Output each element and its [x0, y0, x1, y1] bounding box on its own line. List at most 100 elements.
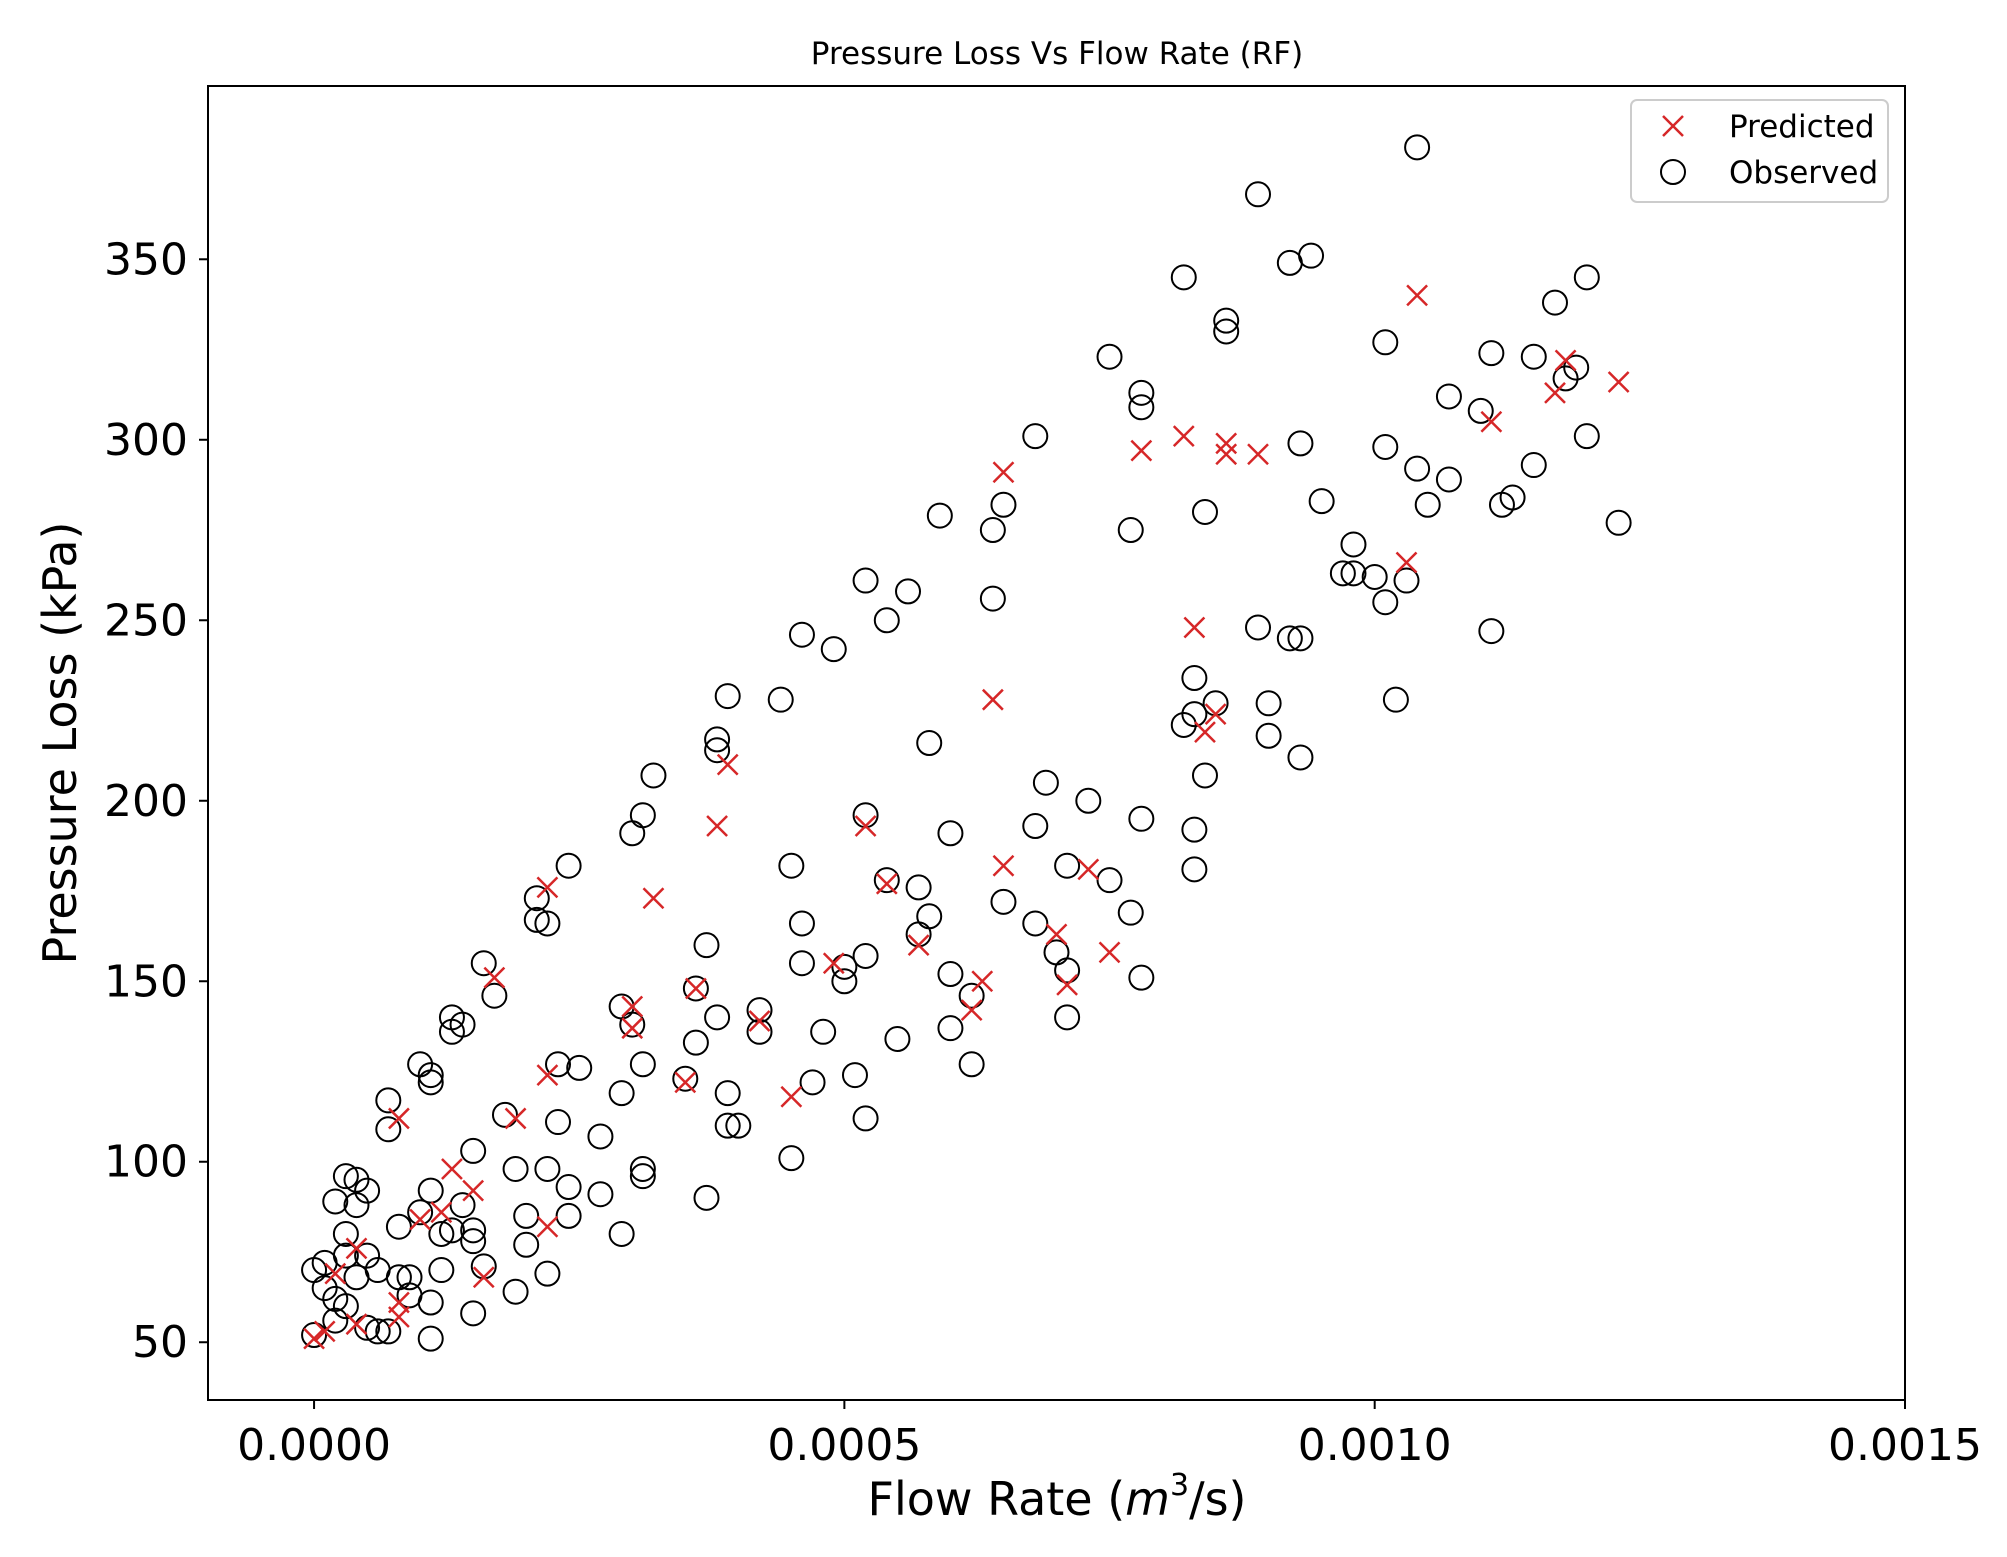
- observed-point: [1499, 484, 1526, 511]
- predicted-point: [1607, 371, 1630, 393]
- legend: Predicted Observed: [1630, 99, 1889, 203]
- predicted-point: [1194, 721, 1216, 744]
- observed-point: [714, 1112, 741, 1139]
- predicted-point: [1544, 381, 1566, 404]
- predicted-point: [472, 1266, 495, 1289]
- observed-point: [301, 1322, 328, 1349]
- observed-point: [354, 1177, 381, 1204]
- observed-point: [926, 502, 953, 529]
- observed-point: [1435, 383, 1462, 410]
- x-axis: 0.0000 0.0005 0.0010 0.0015: [237, 1400, 1982, 1471]
- observed-point: [1181, 856, 1208, 883]
- observed-point: [449, 1011, 476, 1038]
- observed-point: [1287, 744, 1314, 771]
- observed-point: [1128, 964, 1155, 991]
- predicted-point: [303, 1327, 325, 1350]
- predicted-point: [388, 1306, 410, 1328]
- observed-point: [1245, 614, 1272, 641]
- observed-point: [502, 1278, 529, 1305]
- legend-predicted-marker: [1662, 115, 1684, 137]
- y-tick-label: 50: [132, 1317, 188, 1368]
- observed-point: [841, 1062, 868, 1089]
- observed-point: [810, 1018, 837, 1045]
- observed-point: [1605, 509, 1632, 536]
- predicted-point: [1215, 432, 1238, 455]
- observed-point: [831, 953, 858, 980]
- observed-point: [788, 950, 815, 977]
- observed-point: [1372, 329, 1399, 356]
- observed-point: [332, 1293, 359, 1320]
- observed-point: [937, 961, 964, 988]
- observed-point: [354, 1314, 381, 1341]
- observed-point: [1255, 690, 1282, 717]
- observed-point: [852, 567, 879, 594]
- observed-point: [438, 1217, 465, 1244]
- observed-point: [311, 1275, 338, 1302]
- observed-point: [1181, 701, 1208, 728]
- y-axis-label: Pressure Loss (kPa): [33, 522, 87, 965]
- predicted-point: [875, 872, 898, 895]
- observed-point: [555, 852, 582, 879]
- observed-point: [820, 636, 847, 663]
- observed-point: [852, 1105, 879, 1132]
- observed-point: [1181, 816, 1208, 843]
- observed-point: [513, 1202, 540, 1229]
- observed-point: [1276, 625, 1303, 652]
- observed-point: [396, 1264, 423, 1291]
- observed-point: [1573, 423, 1600, 450]
- observed-point: [375, 1087, 402, 1114]
- observed-point: [534, 1155, 561, 1182]
- observed-point: [990, 888, 1017, 915]
- x-tick-label: 0.0005: [767, 1420, 921, 1471]
- observed-point: [714, 1080, 741, 1107]
- observed-point: [1170, 711, 1197, 738]
- observed-point: [682, 975, 709, 1002]
- observed-point: [332, 1242, 359, 1269]
- observed-point: [608, 993, 635, 1020]
- predicted-point: [981, 688, 1004, 711]
- observed-point: [428, 1220, 455, 1247]
- predicted-point: [430, 1201, 453, 1224]
- observed-point: [1361, 563, 1388, 590]
- observed-point: [767, 686, 794, 713]
- observed-point: [1128, 394, 1155, 421]
- observed-point: [1435, 466, 1462, 493]
- observed-point: [1287, 430, 1314, 457]
- observed-point: [905, 921, 932, 948]
- observed-point: [1372, 433, 1399, 460]
- predicted-point: [621, 995, 644, 1018]
- y-axis: 50 100 150 200 250 300 350: [104, 234, 208, 1368]
- observed-point: [1287, 625, 1314, 652]
- observed-point: [375, 1116, 402, 1143]
- observed-point: [852, 802, 879, 829]
- y-tick-label: 300: [104, 415, 188, 466]
- observed-point: [1181, 665, 1208, 692]
- observed-point: [608, 1220, 635, 1247]
- observed-point: [704, 726, 731, 753]
- observed-point: [852, 942, 879, 969]
- observed-point: [545, 1051, 572, 1078]
- observed-point: [629, 1155, 656, 1182]
- x-axis-label-var: m: [1125, 1472, 1170, 1526]
- observed-point: [1541, 289, 1568, 316]
- observed-point: [587, 1181, 614, 1208]
- observed-point: [1308, 488, 1335, 515]
- observed-point: [1054, 1004, 1081, 1031]
- observed-point: [534, 1260, 561, 1287]
- observed-point: [545, 1109, 572, 1136]
- x-axis-label-prefix: Flow Rate (: [868, 1472, 1126, 1526]
- observed-point: [1340, 560, 1367, 587]
- predicted-point: [992, 854, 1015, 877]
- observed-point: [1202, 690, 1229, 717]
- observed-point: [1520, 452, 1547, 479]
- observed-point: [1054, 852, 1081, 879]
- observed-point: [958, 1051, 985, 1078]
- observed-point: [1117, 517, 1144, 544]
- observed-point: [884, 1026, 911, 1053]
- predicted-point: [706, 815, 728, 837]
- observed-point: [523, 906, 550, 933]
- observed-point: [1573, 264, 1600, 291]
- observed-point: [354, 1242, 381, 1269]
- observed-point: [481, 982, 508, 1009]
- observed-point: [502, 1155, 529, 1182]
